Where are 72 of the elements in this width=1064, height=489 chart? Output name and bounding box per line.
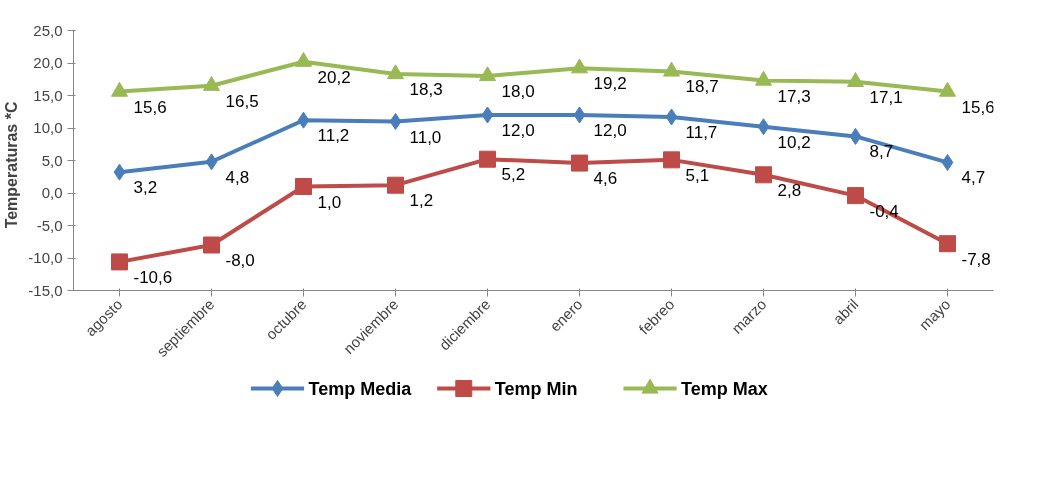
- y-tick-label: 25,0: [33, 21, 63, 39]
- y-tick-label: 10,0: [33, 119, 63, 136]
- y-tick-label: 20,0: [33, 54, 63, 71]
- point: [941, 153, 954, 171]
- point: [757, 118, 770, 136]
- point: [663, 151, 680, 169]
- legend-label: Temp Max: [681, 378, 768, 399]
- y-tick-label: -10,0: [28, 249, 63, 266]
- point: [205, 153, 218, 171]
- point: [387, 64, 404, 80]
- legend-label: Temp Media: [308, 378, 413, 399]
- data-label: 11,7: [685, 122, 718, 142]
- y-tick-label: 5,0: [41, 151, 63, 169]
- data-label: 15,6: [961, 97, 995, 117]
- y-axis-title: Temperaturas *C: [3, 101, 21, 229]
- point: [387, 176, 404, 194]
- point: [389, 113, 402, 130]
- data-label: 20,2: [317, 67, 351, 87]
- point: [849, 127, 862, 145]
- point: [295, 51, 312, 67]
- point: [755, 70, 772, 86]
- data-label: 19,2: [593, 74, 627, 94]
- data-label: 5,2: [501, 165, 526, 185]
- data-label: 4,8: [225, 167, 250, 187]
- y-tick-label: -15,0: [28, 281, 63, 299]
- data-label: 18,0: [501, 82, 535, 101]
- data-label: -7,8: [961, 249, 991, 269]
- point: [847, 187, 864, 205]
- point: [203, 76, 220, 91]
- point: [573, 106, 586, 124]
- point: [665, 108, 678, 126]
- point: [939, 81, 956, 97]
- legend-label: Temp Min: [494, 378, 578, 399]
- y-tick-label: 15,0: [33, 86, 63, 104]
- data-label: 17,3: [777, 86, 811, 106]
- data-label: 4,6: [593, 169, 618, 189]
- point: [571, 58, 588, 74]
- point: [297, 111, 310, 129]
- point: [847, 72, 864, 87]
- point: [295, 178, 312, 195]
- point: [111, 253, 128, 271]
- data-label: -8,0: [225, 251, 255, 270]
- point: [113, 163, 126, 181]
- point: [111, 81, 128, 97]
- data-label: 2,8: [777, 180, 802, 200]
- data-label: 16,5: [225, 91, 259, 111]
- data-label: 11,2: [317, 126, 350, 146]
- data-label: 4,7: [961, 168, 986, 188]
- data-label: 12,0: [593, 121, 627, 140]
- data-label: 15,6: [133, 97, 167, 117]
- y-tick-label: -5,0: [36, 216, 63, 234]
- point: [755, 166, 772, 184]
- point: [939, 235, 956, 253]
- data-label: -10,6: [133, 267, 173, 287]
- data-label: 1,0: [317, 192, 342, 212]
- data-label: 18,7: [685, 77, 719, 97]
- point: [663, 61, 680, 77]
- data-label: 3,2: [133, 178, 158, 198]
- point: [481, 106, 494, 124]
- data-label: 17,1: [869, 87, 903, 107]
- point: [479, 66, 496, 82]
- data-label: 11,0: [409, 127, 442, 147]
- data-label: 18,3: [409, 80, 443, 100]
- y-tick-label: 0,0: [41, 184, 63, 201]
- data-label: 12,0: [501, 121, 535, 140]
- point: [479, 150, 496, 168]
- data-label: 5,1: [685, 165, 710, 185]
- point: [571, 154, 588, 172]
- data-label: 1,2: [409, 191, 434, 211]
- data-label: 10,2: [777, 132, 811, 152]
- data-label: 8,7: [869, 142, 894, 162]
- point: [203, 236, 220, 254]
